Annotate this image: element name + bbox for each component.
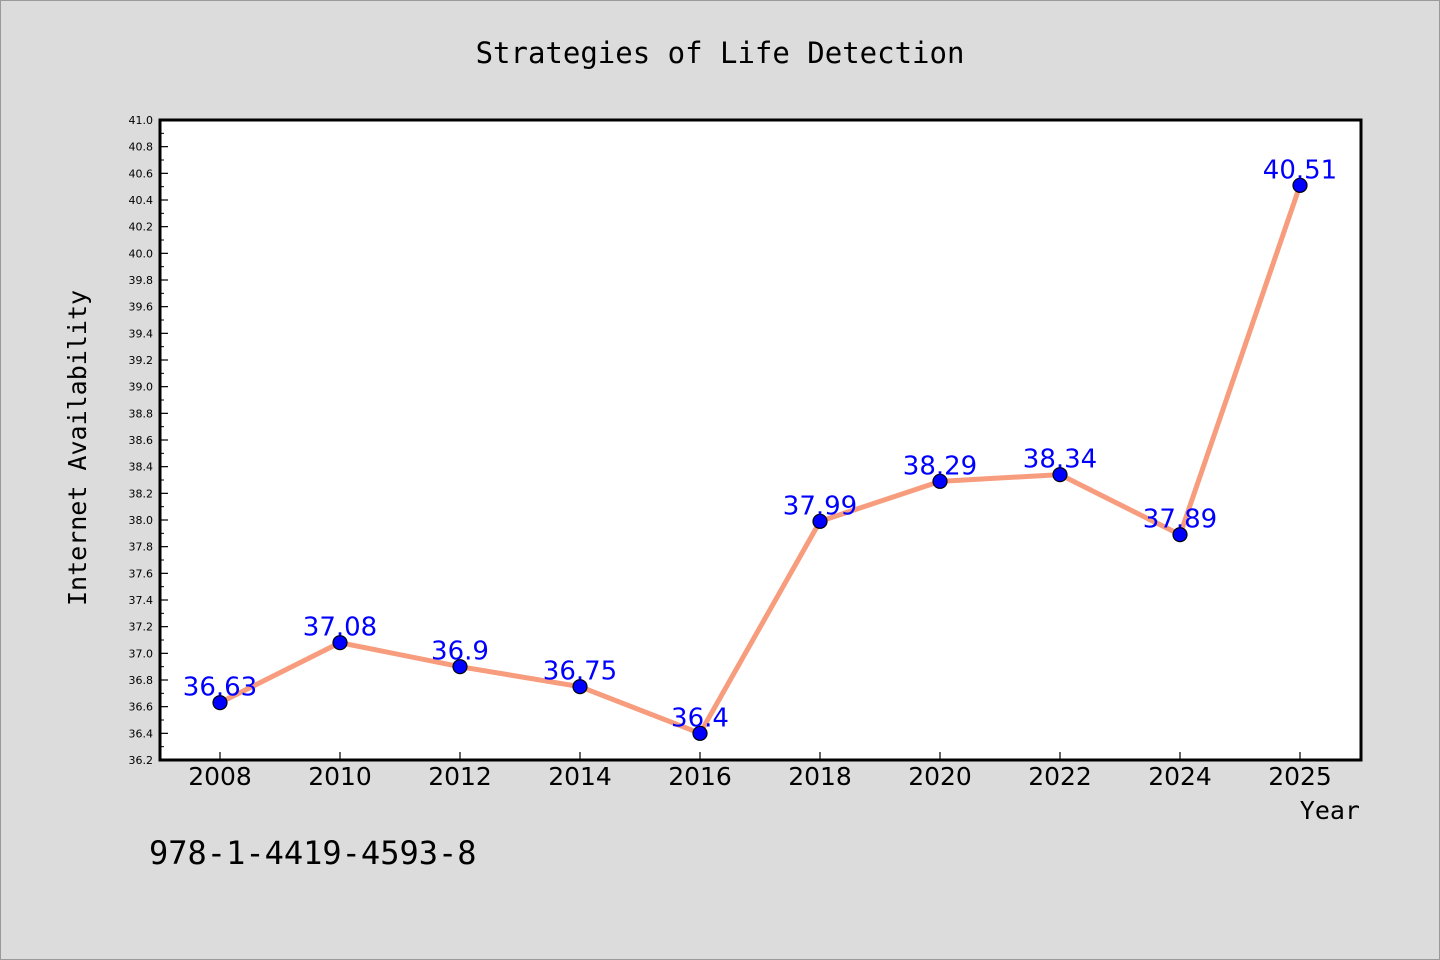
y-tick-label: 40.2 [129,221,154,234]
x-tick-label: 2018 [788,762,852,791]
x-tick-label: 2024 [1148,762,1212,791]
plot-area [158,118,1363,762]
y-tick-label: 39.8 [129,274,154,287]
x-tick-label: 2020 [908,762,972,791]
y-tick-label: 37.8 [129,541,154,554]
data-point [452,659,468,675]
y-tick-label: 36.6 [129,701,154,714]
data-point [692,725,708,741]
y-tick-label: 36.4 [129,727,154,740]
data-label: 38.34 [1023,445,1097,475]
data-point [1052,467,1068,483]
y-tick-label: 40.6 [129,167,154,180]
y-tick-label: 39.6 [129,301,154,314]
y-tick-label: 38.0 [129,514,154,527]
data-point [1172,527,1188,543]
y-tick-label: 40.4 [129,194,154,207]
data-label: 36.4 [671,703,729,733]
x-tick-label: 2022 [1028,762,1092,791]
y-tick-label: 39.4 [129,327,154,340]
y-axis: 36.2 36.4 36.6 36.8 37.0 37.2 37.4 37.6 37.8 38.0… [129,114,168,767]
x-tick-label: 2012 [428,762,492,791]
series-line-group [217,182,1303,736]
y-tick-label: 36.2 [129,754,154,767]
data-labels: 36.63 37.08 36.9 36.75 36.4 37.99 38.29 38.34 37… [183,155,1337,733]
y-tick-label: 38.8 [129,407,154,420]
data-label: 37.89 [1143,505,1217,535]
series-markers [212,177,1308,741]
x-axis: 2008 2010 2012 2014 2016 2018 2020 2022 2024 2025 [188,752,1332,791]
data-point [1292,177,1308,193]
y-tick-label: 37.6 [129,567,154,580]
data-label: 37.99 [783,491,857,521]
y-tick-label: 37.0 [129,647,154,660]
data-point [212,695,228,711]
data-label: 36.75 [543,657,617,687]
y-tick-label: 37.2 [129,621,154,634]
chart-title: Strategies of Life Detection [476,36,965,70]
y-tick-label: 38.2 [129,487,154,500]
x-tick-label: 2016 [668,762,732,791]
data-point [332,635,348,651]
data-label: 40.51 [1263,155,1337,185]
data-label: 36.63 [183,673,257,703]
data-point [572,679,588,695]
data-label: 38.29 [903,451,977,481]
y-tick-label: 39.2 [129,354,154,367]
data-label: 36.9 [431,637,489,667]
x-tick-label: 2010 [308,762,372,791]
y-tick-label: 39.0 [129,381,154,394]
y-axis-label: Internet Availability [63,290,92,606]
y-tick-label: 38.4 [129,461,154,474]
y-tick-label: 36.8 [129,674,154,687]
x-tick-label: 2014 [548,762,612,791]
y-tick-label: 37.4 [129,594,154,607]
y-tick-label: 40.0 [129,247,154,260]
x-tick-label: 2008 [188,762,252,791]
x-axis-label: Year [1300,796,1360,825]
x-tick-label: 2025 [1268,762,1332,791]
series-line [217,182,1303,736]
y-tick-label: 38.6 [129,434,154,447]
data-point [812,513,828,529]
data-label: 37.08 [303,613,377,643]
data-point [932,473,948,489]
y-tick-label: 41.0 [129,114,154,127]
y-tick-label: 40.8 [129,141,154,154]
isbn-text: 978-1-4419-4593-8 [149,834,477,872]
